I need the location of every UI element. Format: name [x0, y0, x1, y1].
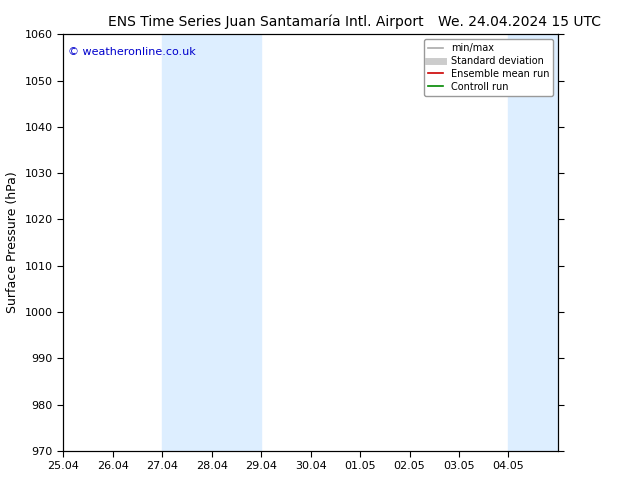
Bar: [162, 34, 261, 451]
Text: ENS Time Series Juan Santamaría Intl. Airport: ENS Time Series Juan Santamaría Intl. Ai…: [108, 15, 424, 29]
Bar: [508, 34, 558, 451]
Y-axis label: Surface Pressure (hPa): Surface Pressure (hPa): [6, 172, 19, 314]
Text: © weatheronline.co.uk: © weatheronline.co.uk: [68, 47, 196, 57]
Text: We. 24.04.2024 15 UTC: We. 24.04.2024 15 UTC: [438, 15, 602, 29]
Legend: min/max, Standard deviation, Ensemble mean run, Controll run: min/max, Standard deviation, Ensemble me…: [424, 39, 553, 96]
